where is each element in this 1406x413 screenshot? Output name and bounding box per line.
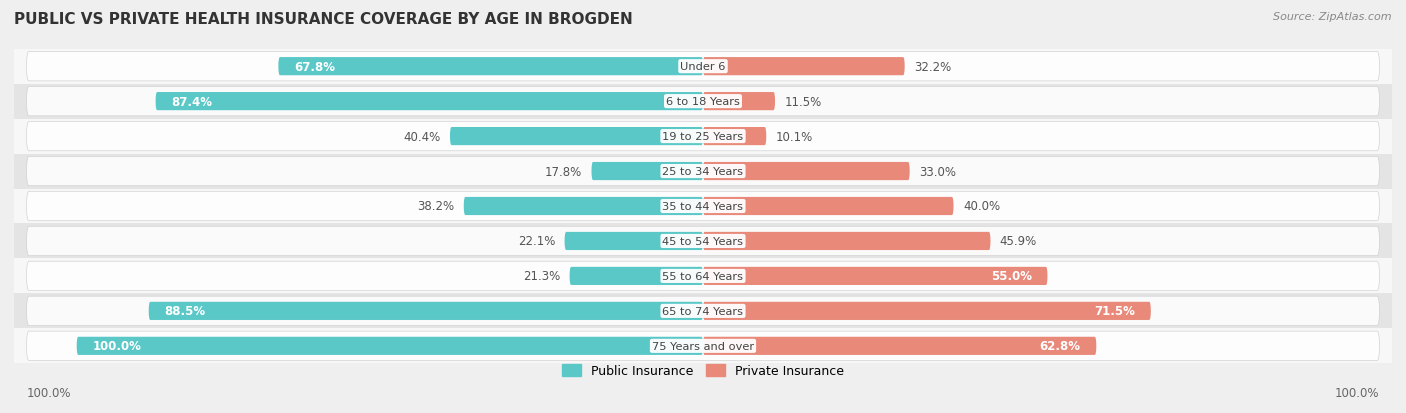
Bar xyxy=(14,189,1392,224)
FancyBboxPatch shape xyxy=(27,331,1379,361)
Bar xyxy=(14,224,1392,259)
Text: 88.5%: 88.5% xyxy=(165,305,205,318)
Bar xyxy=(14,154,1392,189)
Text: 71.5%: 71.5% xyxy=(1094,305,1135,318)
Text: 67.8%: 67.8% xyxy=(294,61,335,74)
FancyBboxPatch shape xyxy=(27,87,1379,116)
FancyBboxPatch shape xyxy=(27,122,1379,152)
Text: 22.1%: 22.1% xyxy=(517,235,555,248)
Text: 35 to 44 Years: 35 to 44 Years xyxy=(662,202,744,211)
FancyBboxPatch shape xyxy=(27,227,1379,256)
FancyBboxPatch shape xyxy=(149,302,703,320)
FancyBboxPatch shape xyxy=(464,197,703,216)
Bar xyxy=(14,294,1392,329)
Text: 55.0%: 55.0% xyxy=(991,270,1032,283)
Text: 40.4%: 40.4% xyxy=(404,130,440,143)
Bar xyxy=(14,119,1392,154)
Text: 62.8%: 62.8% xyxy=(1039,339,1081,352)
Text: Under 6: Under 6 xyxy=(681,62,725,72)
Text: 10.1%: 10.1% xyxy=(776,130,813,143)
FancyBboxPatch shape xyxy=(27,157,1379,186)
Text: 45 to 54 Years: 45 to 54 Years xyxy=(662,236,744,247)
Text: 40.0%: 40.0% xyxy=(963,200,1000,213)
Text: 55 to 64 Years: 55 to 64 Years xyxy=(662,271,744,281)
Text: 25 to 34 Years: 25 to 34 Years xyxy=(662,166,744,177)
Text: 100.0%: 100.0% xyxy=(93,339,141,352)
FancyBboxPatch shape xyxy=(703,302,1152,320)
FancyBboxPatch shape xyxy=(703,93,775,111)
FancyBboxPatch shape xyxy=(703,232,990,250)
FancyBboxPatch shape xyxy=(27,52,1379,82)
Bar xyxy=(14,329,1392,363)
FancyBboxPatch shape xyxy=(156,93,703,111)
FancyBboxPatch shape xyxy=(703,197,953,216)
Text: 21.3%: 21.3% xyxy=(523,270,560,283)
Text: 100.0%: 100.0% xyxy=(1334,386,1379,399)
Text: PUBLIC VS PRIVATE HEALTH INSURANCE COVERAGE BY AGE IN BROGDEN: PUBLIC VS PRIVATE HEALTH INSURANCE COVER… xyxy=(14,12,633,27)
Bar xyxy=(14,259,1392,294)
FancyBboxPatch shape xyxy=(27,192,1379,221)
Text: 11.5%: 11.5% xyxy=(785,95,821,108)
FancyBboxPatch shape xyxy=(450,128,703,146)
FancyBboxPatch shape xyxy=(703,163,910,181)
Text: 38.2%: 38.2% xyxy=(418,200,454,213)
Legend: Public Insurance, Private Insurance: Public Insurance, Private Insurance xyxy=(557,359,849,382)
Text: 19 to 25 Years: 19 to 25 Years xyxy=(662,132,744,142)
Text: 17.8%: 17.8% xyxy=(546,165,582,178)
FancyBboxPatch shape xyxy=(569,267,703,285)
Text: 33.0%: 33.0% xyxy=(920,165,956,178)
Text: 87.4%: 87.4% xyxy=(172,95,212,108)
FancyBboxPatch shape xyxy=(703,58,904,76)
Text: Source: ZipAtlas.com: Source: ZipAtlas.com xyxy=(1274,12,1392,22)
FancyBboxPatch shape xyxy=(703,337,1097,355)
Text: 32.2%: 32.2% xyxy=(914,61,952,74)
Text: 65 to 74 Years: 65 to 74 Years xyxy=(662,306,744,316)
Text: 75 Years and over: 75 Years and over xyxy=(652,341,754,351)
FancyBboxPatch shape xyxy=(592,163,703,181)
FancyBboxPatch shape xyxy=(27,261,1379,291)
FancyBboxPatch shape xyxy=(77,337,703,355)
FancyBboxPatch shape xyxy=(703,267,1047,285)
Bar xyxy=(14,84,1392,119)
FancyBboxPatch shape xyxy=(565,232,703,250)
Text: 6 to 18 Years: 6 to 18 Years xyxy=(666,97,740,107)
FancyBboxPatch shape xyxy=(278,58,703,76)
Bar xyxy=(14,50,1392,84)
FancyBboxPatch shape xyxy=(703,128,766,146)
Text: 100.0%: 100.0% xyxy=(27,386,72,399)
Text: 45.9%: 45.9% xyxy=(1000,235,1038,248)
FancyBboxPatch shape xyxy=(27,297,1379,326)
